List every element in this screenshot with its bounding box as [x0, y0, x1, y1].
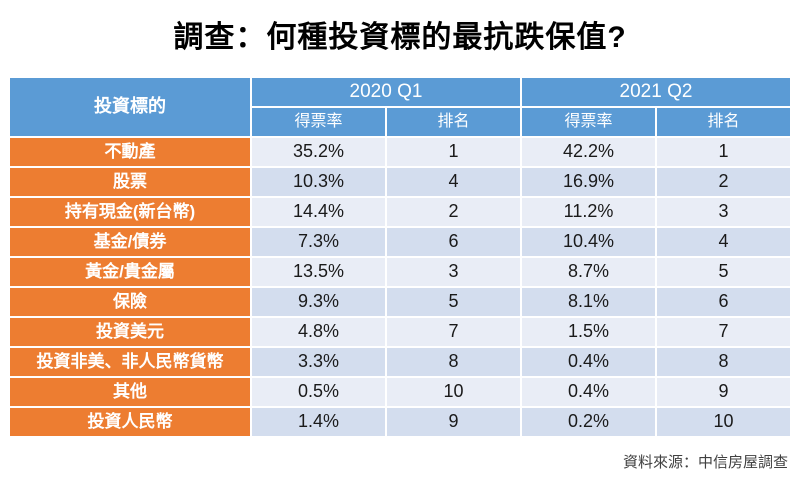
- data-cell: 6: [657, 288, 790, 316]
- table-row: 投資人民幣 1.4% 9 0.2% 10: [10, 408, 790, 436]
- data-cell: 42.2%: [522, 138, 655, 166]
- table-row: 股票 10.3% 4 16.9% 2: [10, 168, 790, 196]
- data-cell: 7: [657, 318, 790, 346]
- row-label-cell: 投資非美、非人民幣貨幣: [10, 348, 250, 376]
- row-label-cell: 黃金/貴金屬: [10, 258, 250, 286]
- data-cell: 1.4%: [252, 408, 385, 436]
- data-cell: 8.7%: [522, 258, 655, 286]
- data-cell: 9: [657, 378, 790, 406]
- table-row: 持有現金(新台幣) 14.4% 2 11.2% 3: [10, 198, 790, 226]
- row-label-cell: 股票: [10, 168, 250, 196]
- survey-table: 投資標的 2020 Q1 2021 Q2 得票率 排名 得票率 排名 不動產 3…: [8, 76, 792, 438]
- table-row: 保險 9.3% 5 8.1% 6: [10, 288, 790, 316]
- data-cell: 10: [657, 408, 790, 436]
- data-cell: 13.5%: [252, 258, 385, 286]
- data-cell: 9: [387, 408, 520, 436]
- table-row: 其他 0.5% 10 0.4% 9: [10, 378, 790, 406]
- row-label-cell: 投資美元: [10, 318, 250, 346]
- row-label-cell: 不動產: [10, 138, 250, 166]
- data-cell: 35.2%: [252, 138, 385, 166]
- data-cell: 3: [657, 198, 790, 226]
- data-cell: 7: [387, 318, 520, 346]
- group-header-2020q1: 2020 Q1: [252, 78, 520, 106]
- table-row: 基金/債券 7.3% 6 10.4% 4: [10, 228, 790, 256]
- data-cell: 6: [387, 228, 520, 256]
- data-cell: 9.3%: [252, 288, 385, 316]
- table-row: 投資非美、非人民幣貨幣 3.3% 8 0.4% 8: [10, 348, 790, 376]
- data-cell: 1: [387, 138, 520, 166]
- data-cell: 14.4%: [252, 198, 385, 226]
- group-header-2021q2: 2021 Q2: [522, 78, 790, 106]
- data-cell: 4.8%: [252, 318, 385, 346]
- data-cell: 0.5%: [252, 378, 385, 406]
- data-cell: 10.3%: [252, 168, 385, 196]
- table-body: 不動產 35.2% 1 42.2% 1 股票 10.3% 4 16.9% 2 持…: [10, 138, 790, 436]
- data-cell: 2: [657, 168, 790, 196]
- data-cell: 11.2%: [522, 198, 655, 226]
- corner-header-cell: 投資標的: [10, 78, 250, 136]
- row-label-cell: 保險: [10, 288, 250, 316]
- data-cell: 7.3%: [252, 228, 385, 256]
- data-cell: 8: [387, 348, 520, 376]
- data-cell: 8: [657, 348, 790, 376]
- data-cell: 0.2%: [522, 408, 655, 436]
- data-cell: 0.4%: [522, 348, 655, 376]
- row-label-cell: 投資人民幣: [10, 408, 250, 436]
- table-row: 投資美元 4.8% 7 1.5% 7: [10, 318, 790, 346]
- table-header: 投資標的 2020 Q1 2021 Q2 得票率 排名 得票率 排名: [10, 78, 790, 136]
- table-row: 不動產 35.2% 1 42.2% 1: [10, 138, 790, 166]
- row-label-cell: 持有現金(新台幣): [10, 198, 250, 226]
- page-title: 調查：何種投資標的最抗跌保值?: [173, 21, 627, 54]
- data-cell: 10.4%: [522, 228, 655, 256]
- data-cell: 1.5%: [522, 318, 655, 346]
- data-cell: 3: [387, 258, 520, 286]
- table-row: 黃金/貴金屬 13.5% 3 8.7% 5: [10, 258, 790, 286]
- row-label-cell: 其他: [10, 378, 250, 406]
- data-cell: 4: [387, 168, 520, 196]
- subheader-rank-2021: 排名: [657, 108, 790, 136]
- data-cell: 4: [657, 228, 790, 256]
- subheader-rank-2020: 排名: [387, 108, 520, 136]
- data-cell: 5: [657, 258, 790, 286]
- data-cell: 5: [387, 288, 520, 316]
- row-label-cell: 基金/債券: [10, 228, 250, 256]
- data-cell: 8.1%: [522, 288, 655, 316]
- subheader-voteshare-2020: 得票率: [252, 108, 385, 136]
- data-cell: 2: [387, 198, 520, 226]
- subheader-voteshare-2021: 得票率: [522, 108, 655, 136]
- data-cell: 3.3%: [252, 348, 385, 376]
- group-header-row: 投資標的 2020 Q1 2021 Q2: [10, 78, 790, 136]
- source-note: 資料來源：中信房屋調查: [622, 454, 788, 471]
- data-cell: 10: [387, 378, 520, 406]
- data-cell: 16.9%: [522, 168, 655, 196]
- data-cell: 1: [657, 138, 790, 166]
- sub-header-row: 得票率 排名 得票率 排名: [10, 108, 790, 136]
- data-cell: 0.4%: [522, 378, 655, 406]
